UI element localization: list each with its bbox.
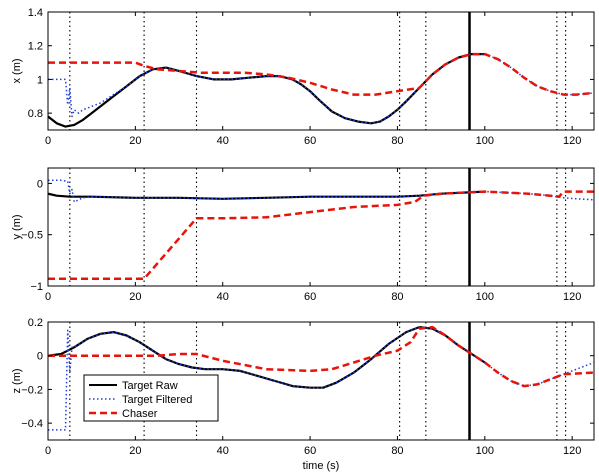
legend-label-chaser: Chaser	[122, 408, 158, 420]
y-tick-label: 0	[37, 351, 43, 363]
series-line-chaser	[48, 52, 594, 96]
axes-frame	[47, 11, 595, 131]
legend-label-target-filtered: Target Filtered	[122, 394, 192, 406]
x-tick-label: 40	[217, 445, 229, 457]
x-tick-label: 100	[476, 135, 494, 147]
axes-frame	[47, 167, 595, 287]
legend: Target Raw Target Filtered Chaser	[83, 374, 219, 422]
y-tick-label: 0	[37, 178, 43, 190]
x-tick-label: 40	[217, 135, 229, 147]
x-axis-label: time (s)	[303, 460, 340, 472]
y-tick-label: 0.8	[28, 108, 43, 120]
y-tick-label: 0.2	[28, 317, 43, 329]
series-line-target-raw	[48, 190, 485, 200]
series-group	[48, 179, 594, 281]
y-tick-label: −0.2	[21, 384, 43, 396]
series-line-chaser	[48, 325, 594, 388]
x-tick-label: 20	[129, 135, 141, 147]
x-tick-label: 80	[391, 135, 403, 147]
y-axis-label: y (m)	[11, 214, 23, 239]
x-tick-label: 60	[304, 445, 316, 457]
series-line-chaser	[48, 190, 594, 281]
y-tick-label: −0.5	[21, 230, 43, 242]
chart-panels: 0 20 40 60 80 100 120 0.8 1 1.2 1.4 x (m) 0 20 40 60 80 1…	[11, 7, 595, 472]
series-group	[48, 52, 594, 128]
x-tick-label: 20	[129, 291, 141, 303]
x-tick-label: 60	[304, 135, 316, 147]
legend-label-target-raw: Target Raw	[122, 380, 178, 392]
x-tick-label: 80	[391, 445, 403, 457]
x-tick-label: 80	[391, 291, 403, 303]
x-tick-label: 0	[45, 445, 51, 457]
x-tick-label: 60	[304, 291, 316, 303]
axes-frame	[47, 321, 595, 441]
y-tick-label: 1.2	[28, 41, 43, 53]
x-tick-label: 120	[563, 135, 581, 147]
x-tick-label: 40	[217, 291, 229, 303]
x-tick-label: 20	[129, 445, 141, 457]
y-axis-label: z (m)	[11, 368, 23, 393]
x-tick-label: 120	[563, 291, 581, 303]
x-tick-label: 100	[476, 445, 494, 457]
x-tick-label: 100	[476, 291, 494, 303]
x-tick-label: 120	[563, 445, 581, 457]
y-tick-label: 1	[37, 74, 43, 86]
y-axis-label: x (m)	[11, 58, 23, 83]
series-group	[48, 325, 594, 431]
y-tick-label: 1.4	[28, 7, 43, 19]
x-tick-label: 0	[45, 291, 51, 303]
x-tick-label: 0	[45, 135, 51, 147]
y-tick-label: −1	[30, 281, 43, 293]
panel-2: 0 20 40 60 80 100 120 −1 −0.5 0 y (m)	[11, 167, 595, 303]
y-tick-label: −0.4	[21, 418, 43, 430]
panel-1: 0 20 40 60 80 100 120 0.8 1 1.2 1.4 x (m)	[11, 7, 595, 147]
